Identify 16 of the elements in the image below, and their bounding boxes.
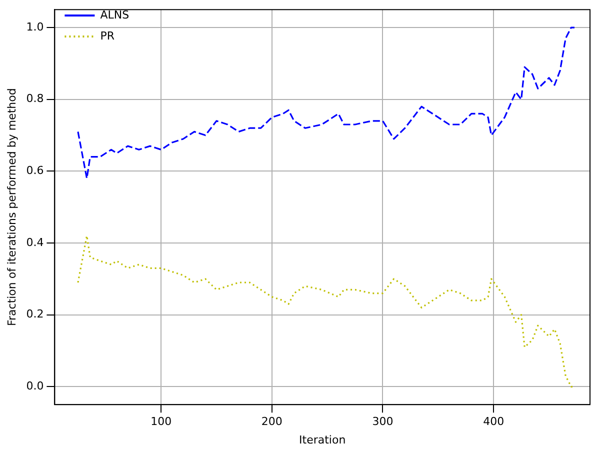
y-tick-label: 1.0 bbox=[26, 20, 44, 34]
legend-label: ALNS bbox=[100, 8, 130, 22]
x-tick-label: 100 bbox=[150, 415, 172, 428]
x-tick-label: 400 bbox=[483, 415, 504, 428]
y-tick-label: 0.8 bbox=[26, 92, 44, 106]
line-series bbox=[77, 26, 576, 180]
y-tick-label: 0.0 bbox=[26, 380, 44, 393]
line-series bbox=[77, 235, 576, 388]
y-axis-title: Fraction of iterations performed by method bbox=[5, 88, 18, 326]
x-axis-title: Iteration bbox=[299, 433, 346, 446]
x-tick-label: 300 bbox=[372, 415, 394, 428]
x-tick-label: 200 bbox=[261, 415, 282, 428]
legend-label: PR bbox=[100, 29, 115, 42]
y-tick-label: 0.6 bbox=[26, 164, 44, 178]
y-tick-label: 0.2 bbox=[26, 308, 44, 321]
y-tick-label: 0.4 bbox=[26, 236, 44, 249]
